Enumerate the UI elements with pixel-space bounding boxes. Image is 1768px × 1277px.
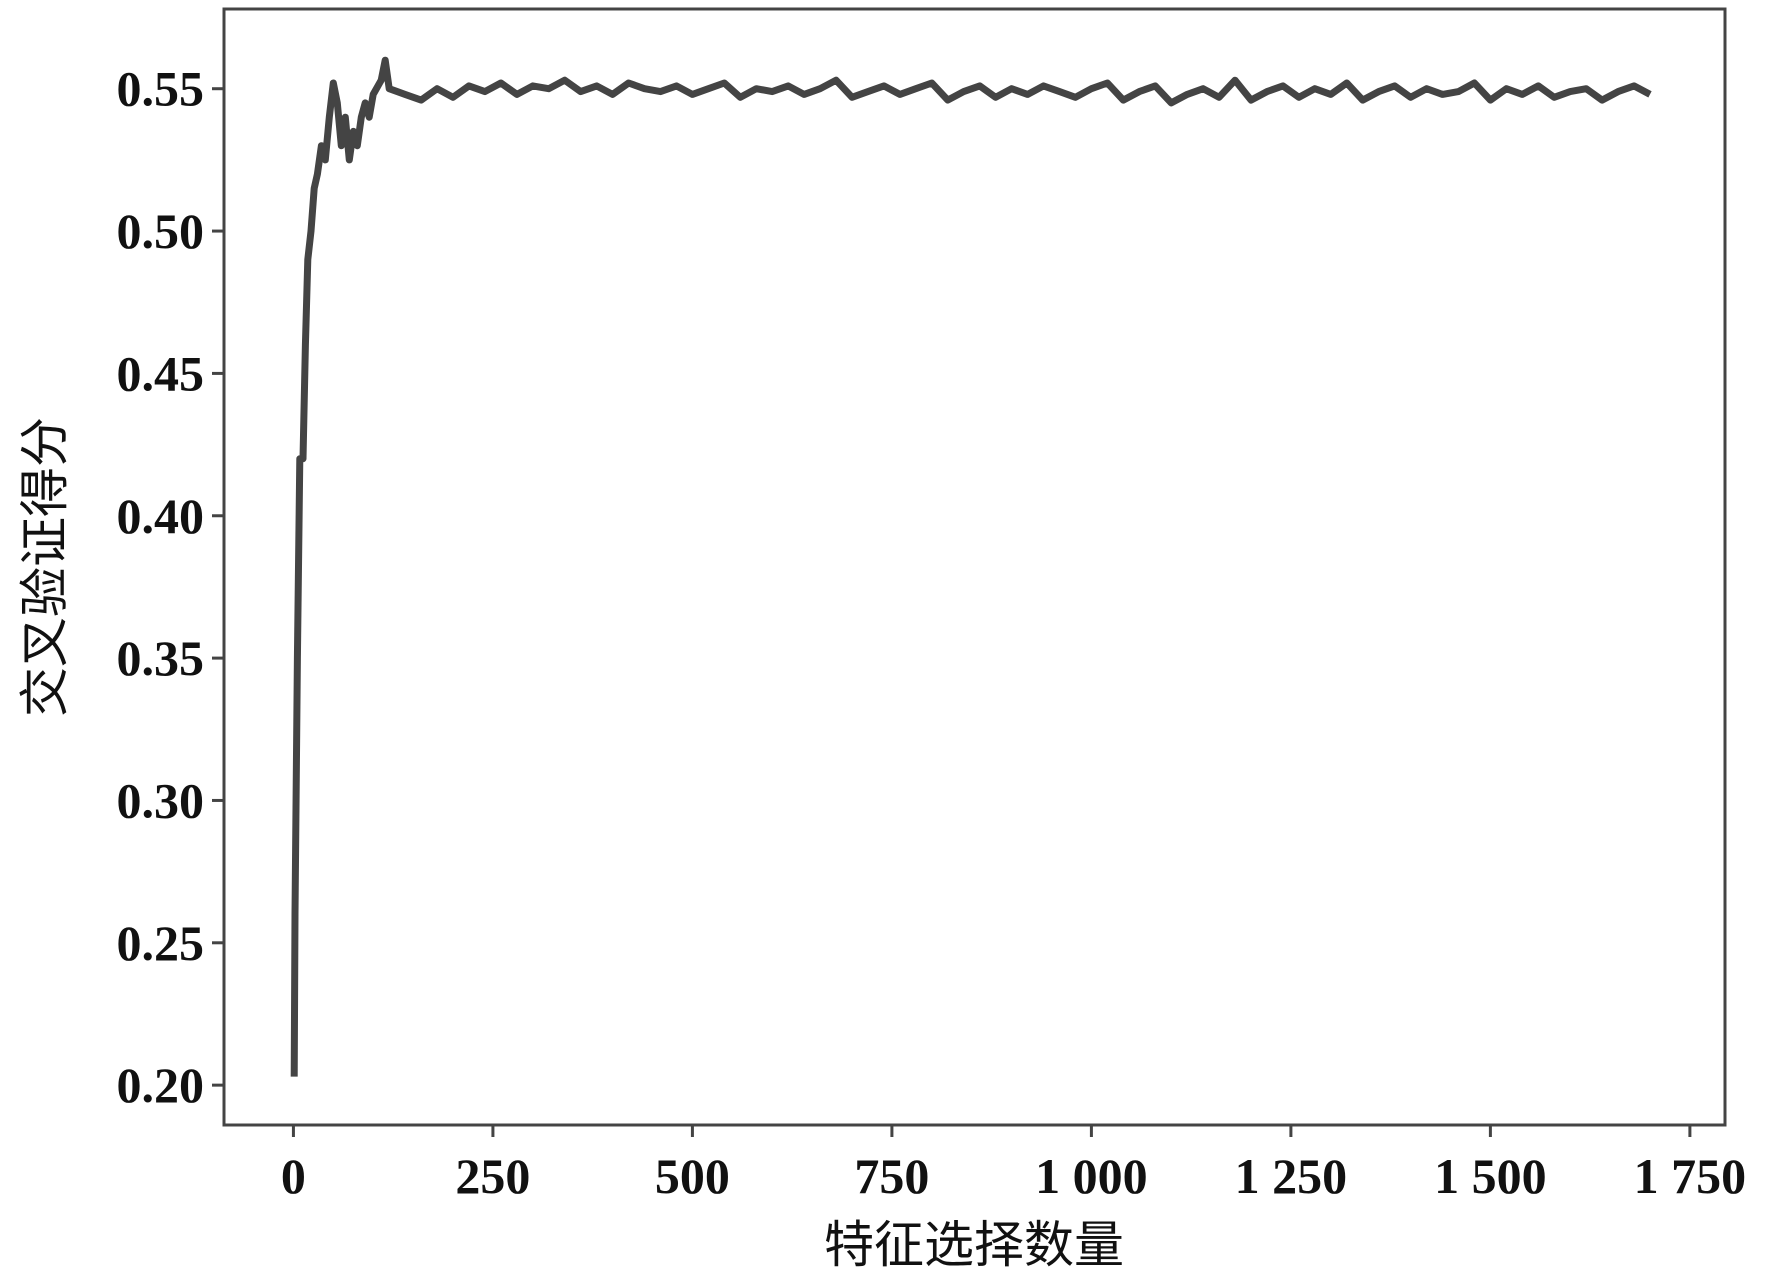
x-tick-label: 1 750 (1634, 1148, 1747, 1204)
y-tick-label: 0.55 (117, 61, 205, 117)
x-tick-label: 0 (281, 1148, 306, 1204)
x-tick-label: 1 500 (1434, 1148, 1547, 1204)
y-axis-title: 交叉验证得分 (17, 417, 73, 717)
x-axis-title: 特征选择数量 (824, 1217, 1124, 1273)
x-tick-label: 500 (655, 1148, 730, 1204)
x-tick-label: 750 (854, 1148, 929, 1204)
y-tick-label: 0.30 (117, 772, 205, 828)
x-tick-label: 1 000 (1035, 1148, 1148, 1204)
y-tick-label: 0.45 (117, 345, 205, 401)
y-tick-label: 0.40 (117, 488, 205, 544)
y-tick-label: 0.35 (117, 630, 205, 686)
x-tick-label: 250 (455, 1148, 530, 1204)
x-tick-label: 1 250 (1235, 1148, 1348, 1204)
y-tick-label: 0.20 (117, 1057, 205, 1113)
data-line (290, 56, 1652, 1077)
y-tick-label: 0.25 (117, 915, 205, 971)
y-tick-label: 0.50 (117, 203, 205, 259)
plot-frame (222, 7, 1727, 1127)
